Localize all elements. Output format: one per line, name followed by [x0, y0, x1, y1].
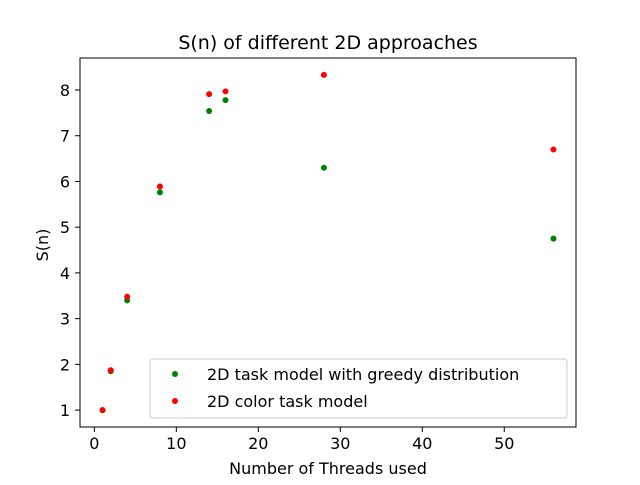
data-point	[320, 164, 327, 171]
x-tick-label: 10	[166, 434, 186, 453]
y-tick-label: 8	[60, 81, 70, 100]
data-point	[206, 91, 213, 98]
legend: 2D task model with greedy distribution 2D…	[149, 358, 568, 419]
legend-box	[149, 358, 568, 419]
x-tick-label: 50	[494, 434, 514, 453]
data-point	[320, 71, 327, 78]
legend-label: 2D task model with greedy distribution	[207, 365, 519, 384]
x-tick-label: 30	[330, 434, 350, 453]
legend-marker	[172, 371, 178, 377]
x-axis: 0 10 20 30 40 50	[89, 427, 514, 453]
series-2	[99, 71, 557, 414]
data-point	[124, 293, 131, 300]
y-axis: 1 2 3 4 5 6 7 8	[60, 81, 80, 420]
data-point	[156, 183, 163, 190]
plot-area: 0 10 20 30 40 50 1 2 3 4 5 6 7 8	[60, 57, 577, 453]
data-point	[99, 407, 106, 414]
y-tick-label: 6	[60, 172, 70, 191]
data-point	[156, 189, 163, 196]
legend-marker	[172, 398, 178, 404]
y-axis-label: S(n)	[33, 229, 52, 262]
y-tick-label: 1	[60, 401, 70, 420]
x-axis-label: Number of Threads used	[229, 459, 427, 478]
data-point	[222, 97, 229, 104]
data-point	[550, 235, 557, 242]
x-tick-label: 40	[412, 434, 432, 453]
y-tick-label: 4	[60, 264, 70, 283]
y-tick-label: 5	[60, 218, 70, 237]
data-point	[222, 88, 229, 95]
data-point	[550, 146, 557, 153]
axes-frame	[79, 57, 577, 428]
y-tick-label: 3	[60, 310, 70, 329]
x-tick-label: 0	[89, 434, 99, 453]
legend-label: 2D color task model	[207, 392, 368, 411]
x-tick-label: 20	[248, 434, 268, 453]
data-point	[107, 367, 114, 374]
y-tick-label: 7	[60, 127, 70, 146]
chart-title: S(n) of different 2D approaches	[178, 32, 477, 54]
y-tick-label: 2	[60, 355, 70, 374]
data-point	[206, 108, 213, 115]
